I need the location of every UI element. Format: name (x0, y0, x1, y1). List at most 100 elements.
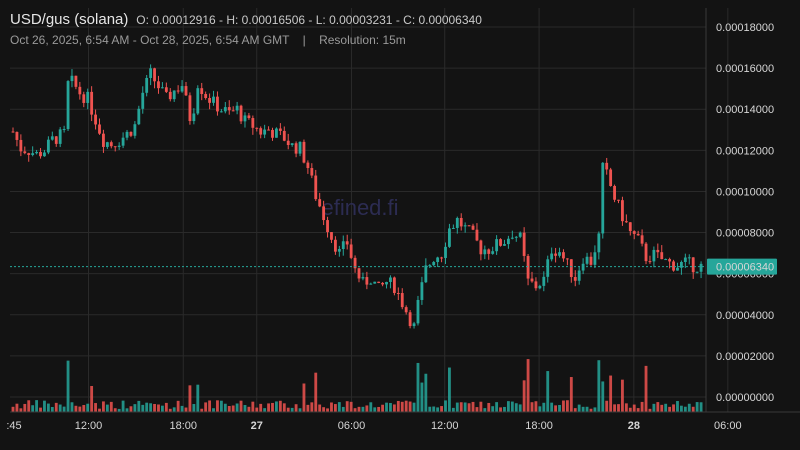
candle-body (440, 257, 443, 259)
watermark: efined.fi (321, 195, 398, 220)
volume-bar (168, 408, 172, 412)
candle-body (235, 105, 239, 111)
volume-bar (302, 383, 306, 412)
volume-bar (27, 400, 31, 412)
volume-bar (487, 402, 491, 412)
volume-bar (278, 400, 282, 412)
candle-body (271, 129, 274, 138)
volume-bar (66, 360, 70, 412)
candle-body (562, 252, 565, 259)
candle-body (275, 128, 278, 138)
volume-bar (70, 402, 74, 412)
candle-body (369, 283, 373, 285)
volume-bar (117, 408, 121, 412)
volume-bar (668, 406, 672, 412)
volume-bar (495, 402, 499, 412)
candle-body (180, 86, 184, 92)
candle-body (585, 256, 589, 264)
volume-bar (699, 402, 703, 412)
volume-bar (43, 400, 46, 412)
y-tick-label: 0.00002000 (716, 351, 774, 363)
volume-bar (50, 406, 54, 412)
volume-bar (365, 405, 369, 412)
volume-bar (526, 359, 530, 412)
candle-body (66, 81, 70, 130)
x-tick-label: 27 (251, 420, 263, 432)
candle-body (672, 261, 675, 271)
candle-body (184, 86, 188, 96)
volume-bar (78, 406, 82, 412)
volume-bar (39, 407, 42, 412)
candle-body (243, 115, 247, 122)
candle-body (145, 77, 149, 93)
candle-body (381, 282, 385, 285)
volume-bar (361, 406, 365, 412)
candle-body (605, 162, 609, 170)
volume-bar (664, 403, 668, 412)
candle-body (499, 239, 502, 246)
candle-body (133, 124, 137, 136)
candle-body (231, 110, 235, 112)
candle-body (188, 95, 192, 122)
candle-body (212, 96, 215, 103)
candle-body (589, 256, 593, 265)
volume-bar (471, 401, 475, 412)
candle-body (432, 262, 436, 266)
volume-bar (357, 406, 361, 412)
volume-bar (562, 400, 565, 412)
x-tick-label: 12:00 (431, 420, 459, 432)
ohlc-readout: O: 0.00012916 - H: 0.00016506 - L: 0.000… (136, 13, 482, 27)
candle-body (554, 253, 558, 256)
candle-body (577, 270, 581, 281)
candle-body (593, 252, 597, 265)
last-price-label: 0.00006340 (716, 262, 774, 274)
volume-bar (569, 377, 573, 412)
volume-bar (679, 405, 683, 412)
candle-body (15, 131, 19, 140)
candle-body (361, 277, 365, 279)
volume-bar (353, 408, 357, 412)
volume-bar (448, 367, 451, 412)
volume-bar (676, 401, 679, 412)
candle-body (353, 257, 357, 269)
candle-body (46, 139, 50, 153)
volume-bar (341, 406, 345, 412)
volume-bar (113, 408, 117, 412)
volume-bar (467, 403, 471, 412)
volume-bar (286, 407, 290, 412)
candle-body (471, 225, 475, 230)
candle-body (141, 92, 145, 109)
volume-bar (243, 405, 247, 412)
candle-body (644, 243, 648, 262)
candle-body (640, 235, 644, 244)
candle-body (695, 271, 699, 273)
candle-body (483, 249, 487, 255)
chart-subheader: Oct 26, 2025, 6:54 AM - Oct 28, 2025, 6:… (10, 33, 406, 47)
volume-bar (35, 400, 39, 412)
candle-body (676, 267, 679, 271)
candle-body (558, 252, 561, 256)
symbol-title: USD/gus (solana) (10, 11, 129, 28)
volume-bar (54, 402, 58, 412)
y-tick-label: 0.00004000 (716, 310, 774, 322)
candle-body (125, 131, 129, 138)
volume-bar (188, 385, 192, 412)
x-tick-label: 28 (628, 420, 640, 432)
candle-body (373, 281, 377, 284)
x-tick-label: 06:00 (714, 420, 742, 432)
candle-body (679, 262, 683, 268)
volume-bar (19, 408, 23, 412)
candle-body (660, 252, 664, 260)
candle-body (278, 128, 282, 131)
resolution-label: Resolution: 15m (319, 33, 406, 47)
volume-bar (687, 403, 691, 412)
candle-body (113, 146, 117, 148)
x-axis: :45 12:00 18:00 27 06:00 12:00 18:00 28 06:00 (6, 411, 800, 432)
volume-bar (640, 401, 644, 412)
candle-body (216, 96, 219, 112)
volume-bar (577, 404, 581, 412)
candle-body (223, 107, 227, 112)
y-tick-label: 0.00018000 (716, 22, 774, 34)
volume-bar (164, 402, 168, 412)
